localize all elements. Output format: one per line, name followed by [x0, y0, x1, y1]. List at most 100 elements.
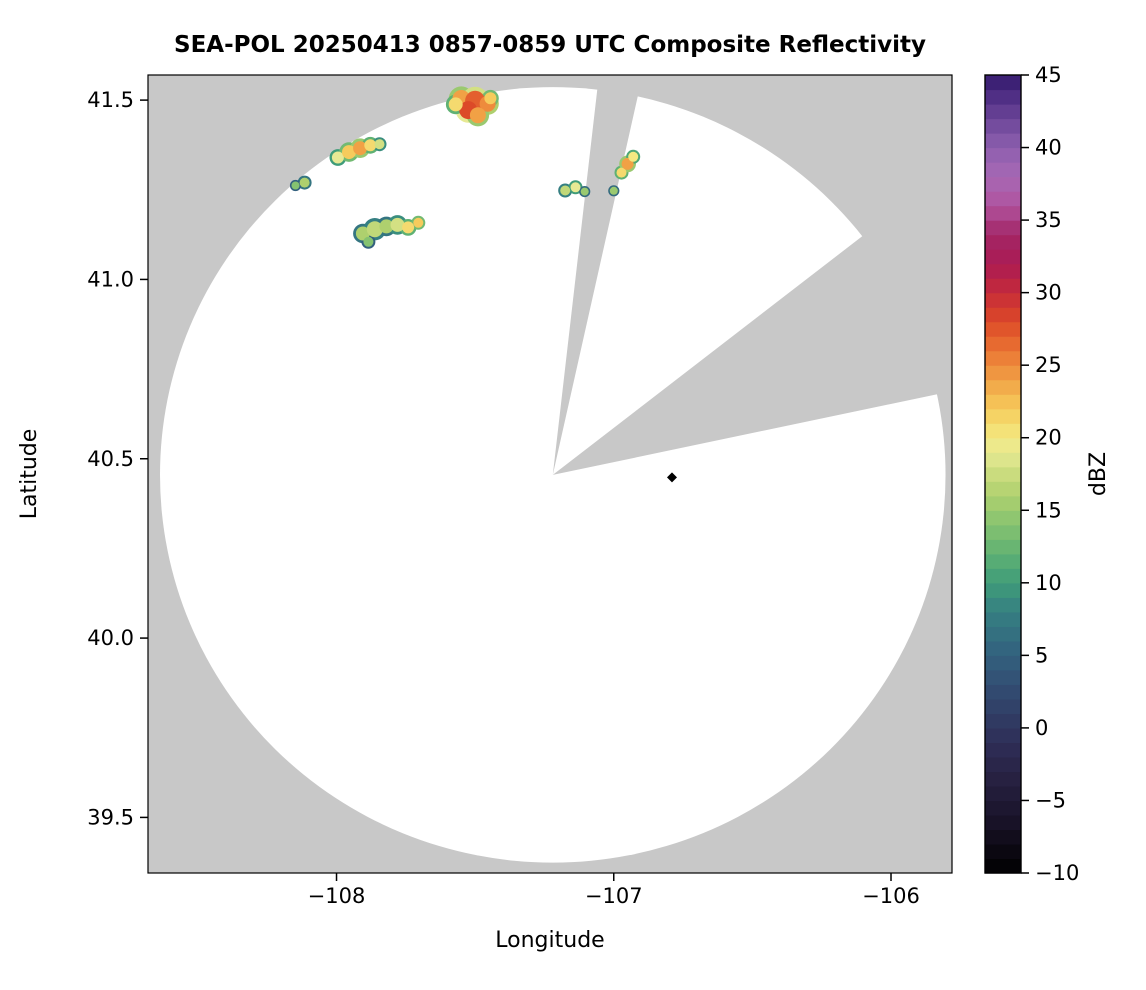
colorbar-band [985, 495, 1021, 511]
colorbar-band [985, 104, 1021, 120]
radar-coverage-area [160, 87, 946, 863]
x-axis-label: Longitude [495, 928, 604, 953]
colorbar-band [985, 829, 1021, 845]
colorbar-band [985, 597, 1021, 613]
colorbar-band [985, 452, 1021, 468]
echo-cell [413, 217, 424, 228]
colorbar-band [985, 249, 1021, 265]
colorbar-band [985, 582, 1021, 598]
echo-cell [366, 221, 383, 238]
colorbar-band [985, 698, 1021, 714]
colorbar-tick-label: 5 [1035, 643, 1048, 667]
colorbar-band [985, 568, 1021, 584]
echo-cell [374, 139, 385, 150]
colorbar-band [985, 234, 1021, 250]
colorbar-band [985, 176, 1021, 192]
colorbar-band [985, 785, 1021, 802]
x-tick-label: −108 [308, 884, 366, 908]
echo-cell [560, 185, 571, 196]
site-marker [666, 472, 677, 483]
colorbar: −10 −5 0 5 10 15 20 25 30 35 40 45 dBZ [984, 63, 1111, 885]
colorbar-band [985, 814, 1021, 831]
y-tick-label: 40.5 [87, 447, 134, 471]
echo-cell [580, 187, 589, 196]
colorbar-band [985, 437, 1021, 453]
plot-area [160, 78, 949, 863]
colorbar-tick-label: −10 [1035, 861, 1079, 885]
echo-cell [353, 141, 368, 156]
colorbar-tick-label: 15 [1035, 498, 1062, 522]
colorbar-tick-label: 25 [1035, 353, 1062, 377]
colorbar-band [985, 727, 1021, 744]
colorbar-band [985, 147, 1021, 163]
colorbar-band [985, 713, 1021, 729]
colorbar-band [985, 191, 1021, 207]
colorbar-band [985, 858, 1021, 874]
colorbar-label: dBZ [1086, 452, 1111, 496]
colorbar-band [985, 263, 1021, 279]
y-tick-label: 39.5 [87, 805, 134, 829]
x-tick-label: −106 [862, 884, 920, 908]
echo-cell [291, 181, 300, 190]
chart-title: SEA-POL 20250413 0857-0859 UTC Composite… [174, 32, 926, 58]
colorbar-tick-label: 45 [1035, 63, 1062, 87]
colorbar-band [985, 350, 1021, 366]
y-axis-label: Latitude [17, 429, 42, 520]
echo-cell [342, 145, 356, 160]
colorbar-band [985, 394, 1021, 410]
colorbar-band [985, 118, 1021, 134]
colorbar-band [985, 466, 1021, 482]
colorbar-band [985, 843, 1021, 860]
colorbar-tick-label: 30 [1035, 281, 1062, 305]
x-tick-label: −107 [585, 884, 643, 908]
colorbar-band [985, 640, 1021, 656]
colorbar-band [985, 756, 1021, 773]
colorbar-band [985, 292, 1021, 308]
colorbar-band [985, 771, 1021, 787]
colorbar-band [985, 205, 1021, 221]
colorbar-band [985, 481, 1021, 497]
colorbar-band [985, 669, 1021, 685]
colorbar-band [985, 321, 1021, 337]
echo-cell [609, 186, 618, 195]
colorbar-tick-label: −5 [1035, 788, 1066, 812]
colorbar-band [985, 307, 1021, 323]
echo-cell [363, 236, 374, 247]
echo-cell [469, 107, 486, 124]
echo-cell [299, 177, 310, 188]
colorbar-band [985, 684, 1021, 700]
colorbar-band [985, 742, 1021, 758]
plot-frame [147, 74, 953, 874]
colorbar-band [985, 510, 1021, 526]
colorbar-band [985, 365, 1021, 381]
y-tick-label: 40.0 [87, 626, 134, 650]
colorbar-band [985, 220, 1021, 236]
colorbar-tick-label: 35 [1035, 208, 1062, 232]
colorbar-tick-label: 10 [1035, 571, 1062, 595]
colorbar-band [985, 524, 1021, 540]
echo-cell [448, 97, 463, 112]
y-tick-label: 41.0 [87, 267, 134, 291]
echo-cell [355, 226, 370, 241]
echo-cell [364, 139, 377, 152]
colorbar-band [985, 162, 1021, 178]
colorbar-band [985, 336, 1021, 352]
echo-cell [402, 221, 415, 234]
colorbar-tick-label: 40 [1035, 136, 1062, 160]
echo-cell [570, 182, 581, 193]
colorbar-band [985, 626, 1021, 642]
colorbar-band [985, 423, 1021, 439]
echo-cell [628, 151, 639, 162]
echo-cell [331, 151, 344, 164]
echo-cell [379, 219, 394, 234]
colorbar-tick-label: 20 [1035, 426, 1062, 450]
colorbar-band [985, 800, 1021, 816]
colorbar-band [985, 278, 1021, 294]
echo-cell [390, 217, 405, 232]
colorbar-band [985, 379, 1021, 395]
y-tick-label: 41.5 [87, 88, 134, 112]
colorbar-band [985, 133, 1021, 149]
echo-cell [616, 167, 627, 178]
